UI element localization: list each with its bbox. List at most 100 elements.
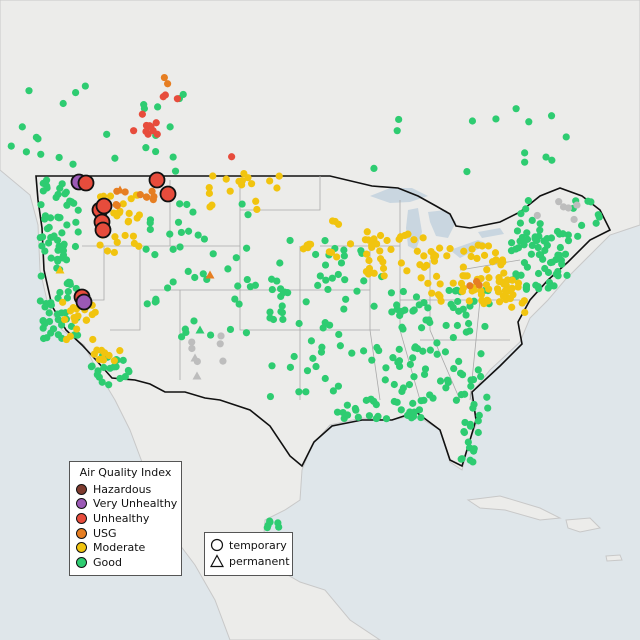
monitor-marker[interactable]: [468, 245, 476, 253]
monitor-marker[interactable]: [552, 255, 560, 264]
monitor-marker[interactable]: [395, 362, 404, 371]
monitor-marker[interactable]: [397, 406, 405, 414]
monitor-marker[interactable]: [370, 164, 378, 173]
monitor-marker[interactable]: [151, 251, 159, 259]
monitor-marker[interactable]: [152, 147, 160, 156]
monitor-marker[interactable]: [475, 411, 483, 419]
monitor-marker[interactable]: [457, 279, 466, 287]
monitor-marker[interactable]: [321, 236, 329, 245]
monitor-marker[interactable]: [69, 304, 77, 312]
monitor-marker[interactable]: [41, 320, 49, 328]
monitor-marker[interactable]: [82, 316, 91, 324]
monitor-marker[interactable]: [334, 382, 343, 390]
monitor-marker[interactable]: [544, 268, 553, 277]
monitor-marker[interactable]: [47, 299, 55, 307]
monitor-marker[interactable]: [426, 346, 434, 354]
monitor-marker[interactable]: [563, 271, 571, 279]
monitor-marker[interactable]: [527, 250, 535, 258]
monitor-marker[interactable]: [539, 255, 547, 263]
monitor-marker[interactable]: [543, 241, 551, 249]
monitor-marker[interactable]: [100, 363, 108, 372]
monitor-marker[interactable]: [243, 275, 251, 284]
monitor-marker[interactable]: [555, 198, 563, 206]
monitor-marker[interactable]: [242, 329, 251, 337]
monitor-marker[interactable]: [253, 205, 261, 214]
monitor-marker[interactable]: [363, 228, 371, 236]
monitor-marker[interactable]: [393, 127, 401, 135]
monitor-marker[interactable]: [189, 208, 197, 216]
monitor-marker[interactable]: [143, 193, 151, 201]
monitor-marker[interactable]: [533, 211, 541, 220]
monitor-marker[interactable]: [166, 230, 174, 238]
monitor-marker[interactable]: [379, 258, 387, 266]
monitor-marker[interactable]: [103, 130, 111, 138]
monitor-marker[interactable]: [478, 242, 486, 250]
monitor-marker[interactable]: [387, 245, 395, 254]
monitor-marker[interactable]: [98, 378, 106, 386]
monitor-marker[interactable]: [512, 245, 520, 253]
monitor-marker[interactable]: [63, 221, 71, 229]
monitor-marker[interactable]: [398, 307, 406, 316]
monitor-marker[interactable]: [219, 357, 227, 365]
monitor-marker[interactable]: [420, 370, 429, 379]
monitor-marker[interactable]: [559, 230, 567, 238]
monitor-marker[interactable]: [433, 339, 441, 347]
monitor-marker[interactable]: [426, 318, 434, 327]
monitor-marker[interactable]: [146, 216, 155, 224]
monitor-marker[interactable]: [465, 297, 473, 305]
monitor-marker[interactable]: [578, 221, 586, 230]
monitor-marker[interactable]: [365, 256, 373, 265]
monitor-marker[interactable]: [436, 377, 445, 385]
monitor-marker[interactable]: [295, 388, 303, 396]
monitor-marker[interactable]: [512, 105, 520, 113]
monitor-marker[interactable]: [528, 216, 536, 224]
monitor-marker[interactable]: [477, 350, 485, 358]
monitor-marker[interactable]: [372, 400, 380, 409]
monitor-marker[interactable]: [55, 153, 63, 162]
monitor-marker[interactable]: [146, 225, 154, 234]
monitor-marker[interactable]: [95, 355, 103, 364]
monitor-marker[interactable]: [468, 117, 477, 125]
monitor-marker[interactable]: [56, 288, 64, 297]
monitor-marker[interactable]: [379, 264, 388, 272]
monitor-marker[interactable]: [334, 220, 343, 228]
monitor-marker[interactable]: [173, 95, 182, 103]
monitor-marker[interactable]: [401, 231, 409, 240]
monitor-marker-permanent[interactable]: [195, 325, 205, 334]
monitor-marker[interactable]: [226, 187, 234, 195]
monitor-marker[interactable]: [183, 200, 191, 209]
monitor-marker[interactable]: [453, 321, 462, 330]
monitor-marker[interactable]: [312, 362, 320, 371]
monitor-marker[interactable]: [520, 241, 528, 249]
monitor-marker-permanent[interactable]: [55, 265, 65, 274]
monitor-marker[interactable]: [446, 245, 454, 253]
monitor-marker[interactable]: [442, 384, 450, 392]
monitor-marker[interactable]: [206, 203, 214, 211]
monitor-marker[interactable]: [433, 350, 441, 358]
monitor-marker[interactable]: [412, 293, 421, 301]
monitor-marker[interactable]: [64, 288, 72, 296]
monitor-marker[interactable]: [524, 197, 532, 205]
monitor-marker[interactable]: [71, 242, 80, 251]
monitor-marker[interactable]: [176, 200, 184, 208]
monitor-marker[interactable]: [381, 376, 389, 384]
monitor-marker[interactable]: [584, 197, 592, 205]
monitor-marker[interactable]: [119, 356, 127, 364]
monitor-marker[interactable]: [200, 235, 209, 243]
monitor-marker[interactable]: [399, 384, 407, 392]
monitor-marker[interactable]: [410, 373, 418, 381]
monitor-marker[interactable]: [43, 225, 52, 233]
monitor-marker[interactable]: [312, 250, 320, 259]
monitor-marker[interactable]: [342, 295, 350, 303]
monitor-marker[interactable]: [163, 284, 172, 292]
monitor-marker[interactable]: [184, 227, 193, 235]
monitor-marker[interactable]: [460, 247, 468, 255]
monitor-marker[interactable]: [508, 276, 517, 284]
monitor-marker[interactable]: [333, 408, 342, 416]
monitor-marker[interactable]: [390, 380, 398, 389]
monitor-marker[interactable]: [106, 192, 115, 200]
monitor-marker[interactable]: [364, 270, 373, 278]
monitor-marker[interactable]: [279, 288, 288, 297]
monitor-marker[interactable]: [72, 89, 80, 97]
monitor-marker[interactable]: [403, 267, 411, 275]
